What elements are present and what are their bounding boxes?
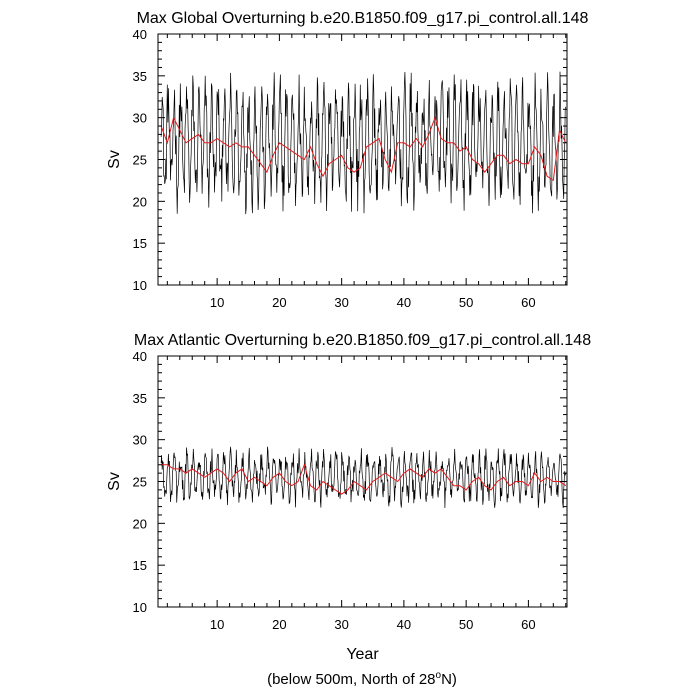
atlantic-xtick-label: 20 <box>272 617 286 632</box>
atlantic-series-group <box>160 446 567 509</box>
global-chart-title: Max Global Overturning b.e20.B1850.f09_g… <box>137 10 589 27</box>
atlantic-xtick-label: 40 <box>397 617 411 632</box>
global-annual-series-line <box>160 116 567 182</box>
atlantic-xtick-label: 10 <box>210 617 224 632</box>
atlantic-ytick-label: 35 <box>133 391 147 406</box>
atlantic-monthly-series-line <box>160 446 567 509</box>
global-ytick-label: 40 <box>133 27 147 42</box>
atlantic-annual-series-line <box>161 463 567 495</box>
global-ytick-label: 10 <box>133 278 147 293</box>
atlantic-overturning-panel: Max Atlantic Overturning b.e20.B1850.f09… <box>106 332 591 663</box>
global-xtick-label: 20 <box>272 295 286 310</box>
global-xtick-label: 60 <box>521 295 535 310</box>
global-xtick-label: 50 <box>459 295 473 310</box>
global-series-group <box>160 71 567 215</box>
atlantic-chart-title: Max Atlantic Overturning b.e20.B1850.f09… <box>134 332 591 349</box>
atlantic-ytick-label: 15 <box>133 558 147 573</box>
global-ylabel: Sv <box>106 150 123 169</box>
atlantic-xlabel: Year <box>346 646 379 663</box>
global-ytick-label: 25 <box>133 153 147 168</box>
global-ytick-label: 30 <box>133 111 147 126</box>
footnote: (below 500m, North of 28oN) <box>267 670 457 688</box>
atlantic-xtick-label: 30 <box>334 617 348 632</box>
atlantic-ytick-label: 20 <box>133 516 147 531</box>
global-ytick-label: 15 <box>133 236 147 251</box>
global-xtick-label: 40 <box>397 295 411 310</box>
global-monthly-series-line <box>160 71 567 215</box>
atlantic-ylabel: Sv <box>106 472 123 491</box>
global-ytick-label: 20 <box>133 194 147 209</box>
atlantic-ytick-label: 30 <box>133 433 147 448</box>
atlantic-xtick-label: 50 <box>459 617 473 632</box>
global-overturning-panel: Max Global Overturning b.e20.B1850.f09_g… <box>106 10 589 310</box>
atlantic-ytick-label: 10 <box>133 600 147 615</box>
atlantic-xtick-label: 60 <box>521 617 535 632</box>
global-xtick-label: 30 <box>334 295 348 310</box>
atlantic-ytick-label: 25 <box>133 475 147 490</box>
atlantic-ytick-label: 40 <box>133 349 147 364</box>
global-ytick-label: 35 <box>133 69 147 84</box>
global-xtick-label: 10 <box>210 295 224 310</box>
